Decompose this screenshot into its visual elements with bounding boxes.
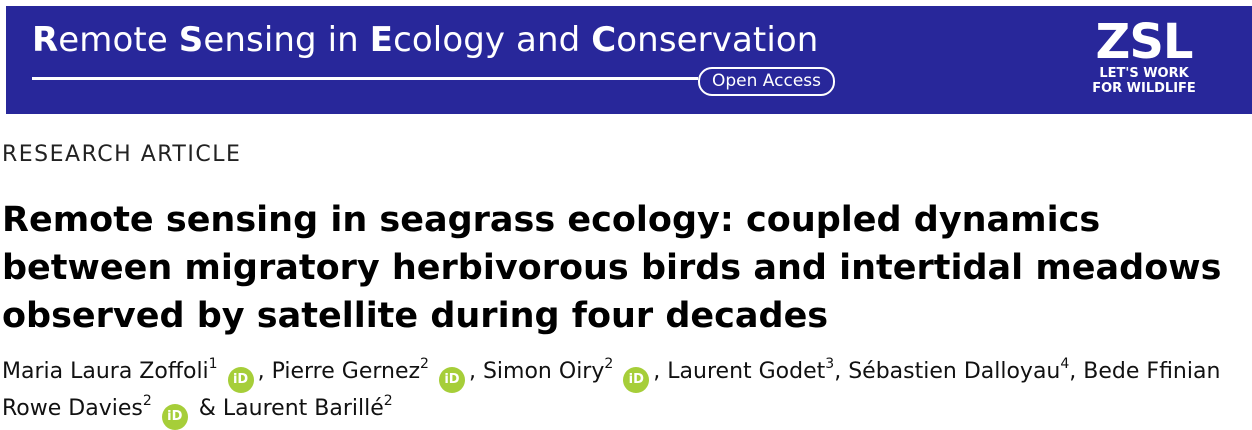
journal-title-part: Remote — [32, 20, 179, 60]
title-underline — [32, 77, 698, 80]
author-name: Simon Oiry — [482, 359, 605, 384]
author-separator: , — [1069, 359, 1084, 384]
author[interactable]: Pierre Gernez2 — [271, 355, 429, 384]
affiliation-marker: 2 — [420, 355, 429, 372]
author[interactable]: Laurent Barillé2 — [222, 392, 393, 421]
journal-title[interactable]: Remote Sensing in Ecology and Conservati… — [32, 20, 818, 60]
affiliation-marker: 2 — [604, 355, 614, 372]
author-separator: , — [653, 359, 668, 384]
author-name: Laurent Barillé — [222, 396, 384, 421]
author[interactable]: Maria Laura Zoffoli1 — [2, 355, 218, 384]
zsl-logo[interactable]: ZSL LET'S WORK FOR WILDLIFE — [1084, 18, 1204, 96]
orcid-icon[interactable]: iD — [161, 404, 188, 430]
orcid-icon[interactable]: iD — [227, 367, 254, 393]
author-name: Sébastien Dalloyau — [848, 359, 1061, 384]
author-name: Laurent Godet — [667, 359, 826, 384]
author-separator: , — [257, 359, 272, 384]
journal-title-part: Conservation — [591, 20, 819, 60]
affiliation-marker: 2 — [383, 392, 393, 409]
journal-banner: Remote Sensing in Ecology and Conservati… — [6, 6, 1252, 114]
author[interactable]: Bede Ffinian Rowe Davies2 — [2, 359, 1220, 421]
zsl-logo-tagline-1: LET'S WORK — [1099, 66, 1189, 81]
author-separator: , — [468, 359, 483, 384]
author-list: Maria Laura Zoffoli1iD, Pierre Gernez2iD… — [2, 356, 1247, 430]
affiliation-marker: 3 — [825, 355, 835, 372]
journal-title-part: Ecology and — [369, 20, 592, 60]
author-name: Bede Ffinian Rowe Davies — [2, 359, 1221, 421]
article-type: RESEARCH ARTICLE — [2, 142, 242, 167]
author[interactable]: Sébastien Dalloyau4 — [848, 355, 1070, 384]
author[interactable]: Laurent Godet3 — [667, 355, 835, 384]
author-name: Maria Laura Zoffoli — [2, 359, 209, 384]
author-name: Pierre Gernez — [271, 359, 421, 384]
zsl-logo-tagline-2: FOR WILDLIFE — [1092, 81, 1196, 96]
open-access-badge: Open Access — [698, 67, 836, 96]
journal-title-part: Sensing in — [178, 20, 370, 60]
orcid-icon[interactable]: iD — [623, 367, 650, 393]
affiliation-marker: 2 — [142, 392, 152, 409]
author-separator: & — [191, 396, 223, 421]
author[interactable]: Simon Oiry2 — [482, 355, 614, 384]
zsl-logo-mark: ZSL — [1095, 14, 1194, 70]
author-separator: , — [834, 359, 849, 384]
orcid-icon[interactable]: iD — [438, 367, 465, 393]
affiliation-marker: 4 — [1060, 355, 1070, 372]
article-title: Remote sensing in seagrass ecology: coup… — [2, 200, 1222, 336]
affiliation-marker: 1 — [208, 355, 218, 372]
